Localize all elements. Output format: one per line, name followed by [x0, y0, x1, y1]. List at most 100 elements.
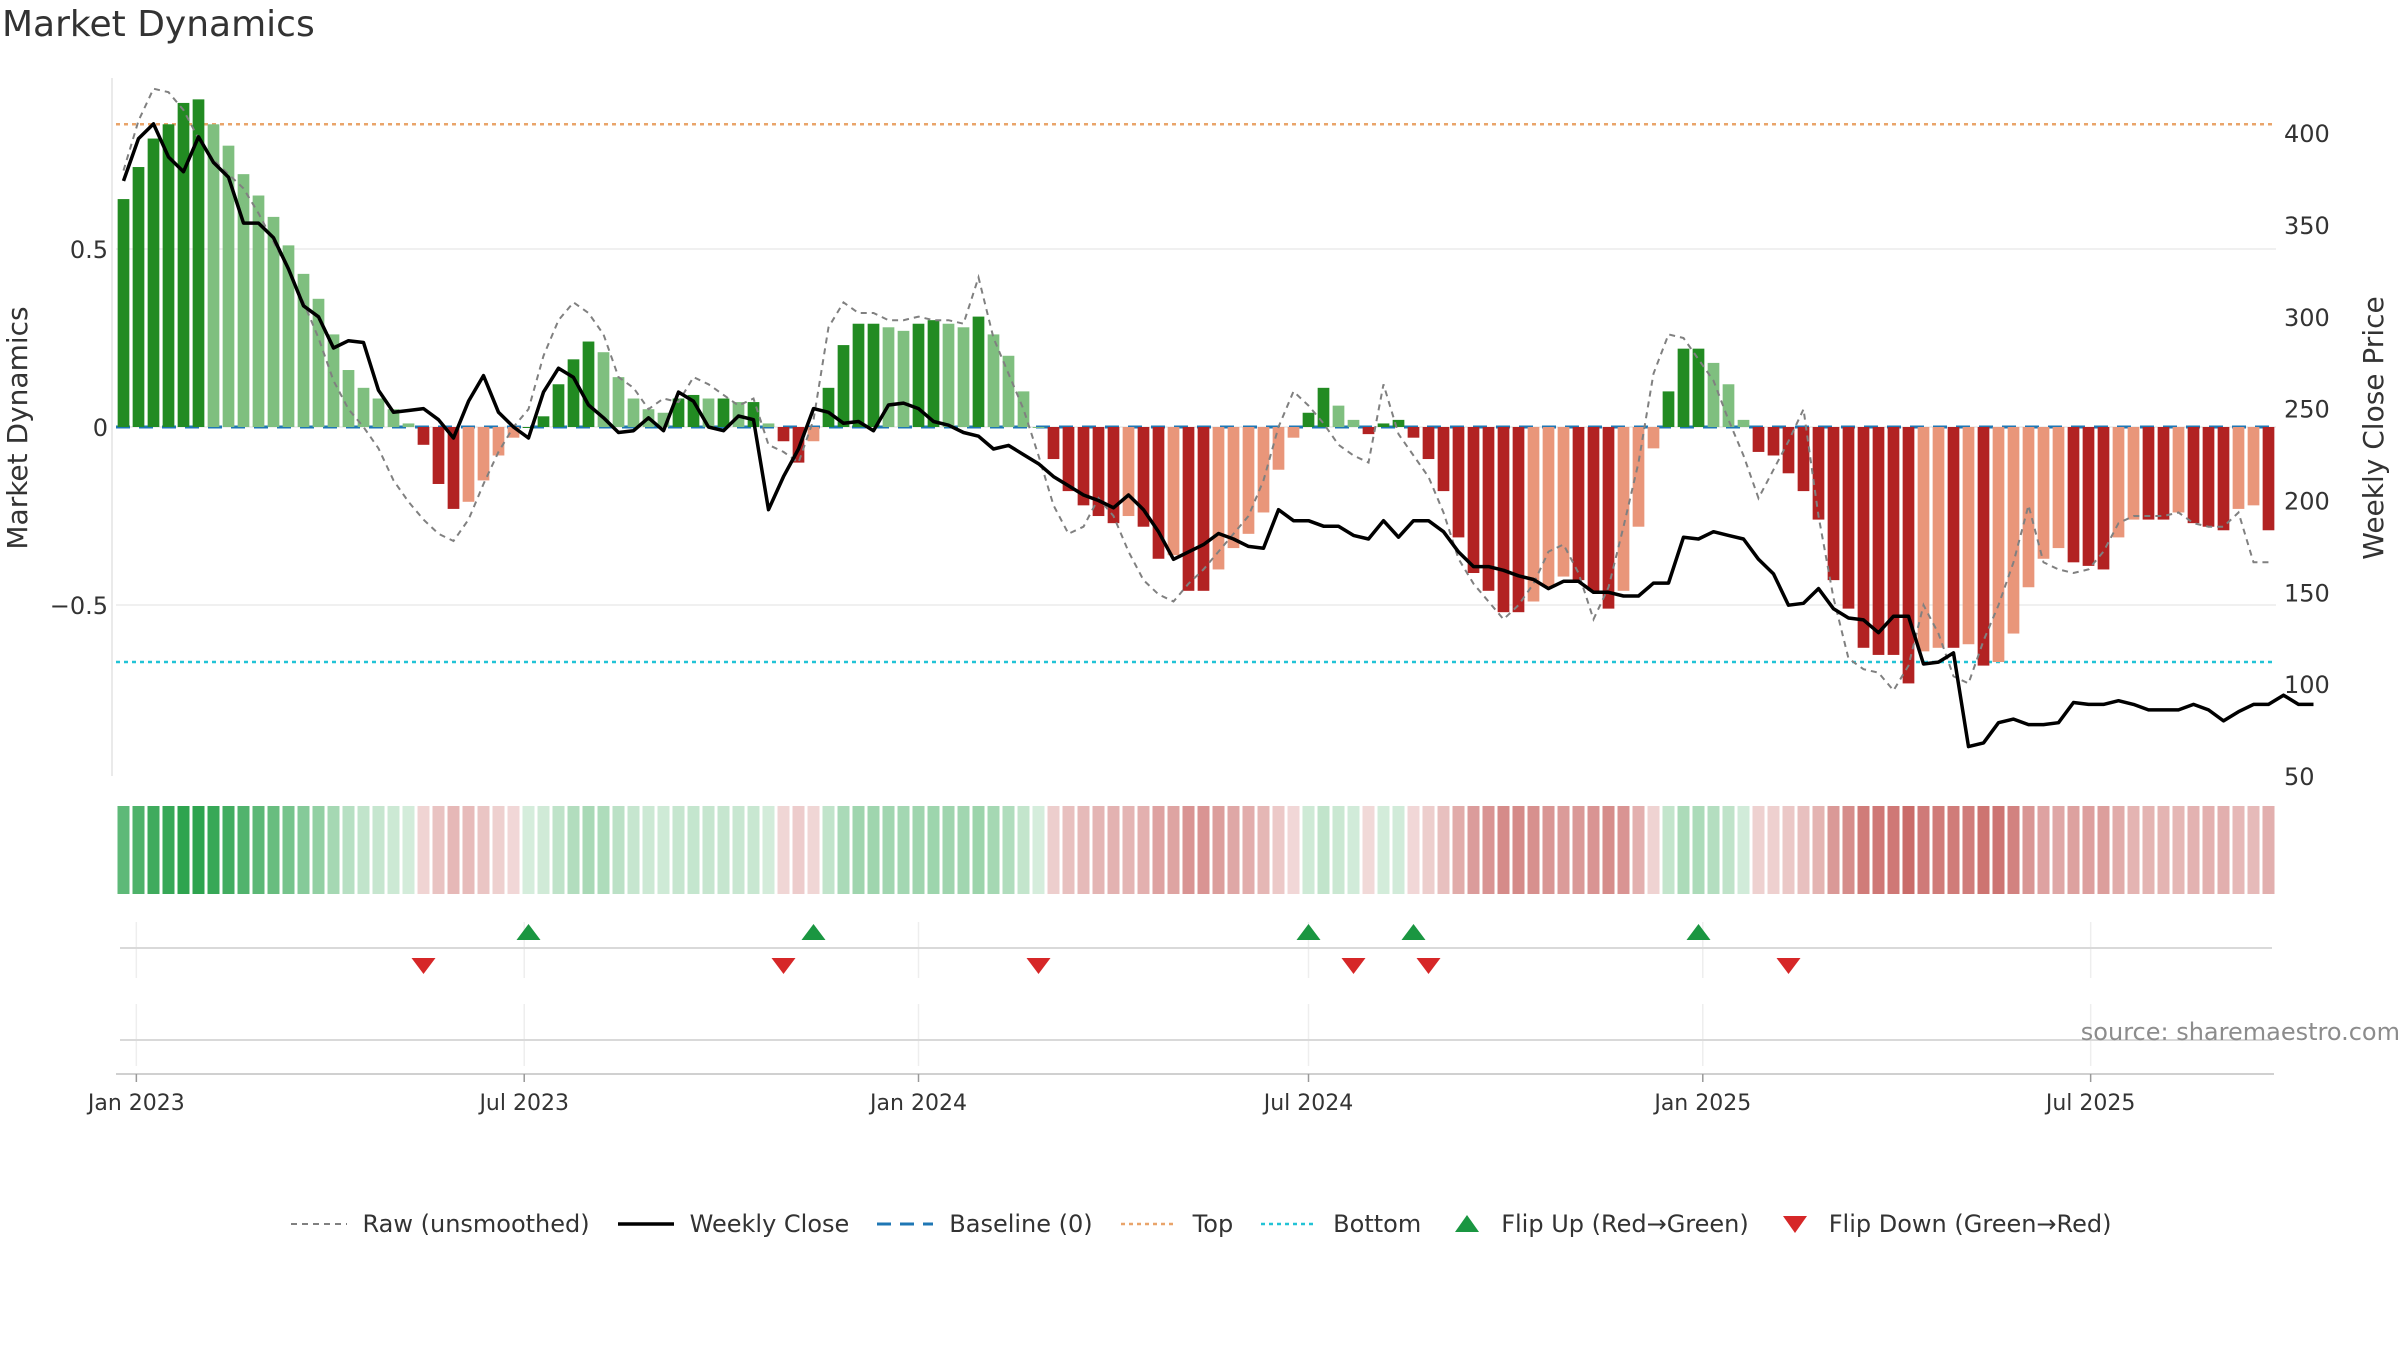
- legend-top: Top: [1119, 1210, 1234, 1238]
- heat-cell: [627, 806, 640, 894]
- heat-cell: [1872, 806, 1885, 894]
- dynamics-bar: [1647, 427, 1660, 449]
- dynamics-bar: [1587, 427, 1600, 591]
- dynamics-bar: [2247, 427, 2260, 506]
- heat-cell: [522, 806, 535, 894]
- heat-cell: [567, 806, 580, 894]
- y2-tick-label: 150: [2284, 579, 2330, 607]
- dynamics-bar: [507, 427, 520, 438]
- flip-up-marker: [1296, 924, 1321, 940]
- heat-cell: [2067, 806, 2080, 894]
- dynamics-bar: [492, 427, 505, 456]
- dynamics-bar: [1917, 427, 1930, 652]
- raw-series: [122, 87, 2269, 693]
- heat-cell: [327, 806, 340, 894]
- heat-cell: [1362, 806, 1375, 894]
- heat-cell: [177, 806, 190, 894]
- heat-cell: [1272, 806, 1285, 894]
- dynamics-bar: [1377, 423, 1390, 427]
- heat-cell: [1767, 806, 1780, 894]
- dynamics-bar: [267, 216, 280, 427]
- y-tick-label: 0.5: [70, 236, 108, 264]
- heat-cell: [1902, 806, 1915, 894]
- dynamics-bar: [552, 384, 565, 427]
- heat-cell: [837, 806, 850, 894]
- dynamics-bar: [1497, 427, 1510, 613]
- dynamics-bar: [2262, 427, 2275, 531]
- dynamics-bar: [1902, 427, 1915, 684]
- dynamics-bar: [1812, 427, 1825, 520]
- heat-cell: [1182, 806, 1195, 894]
- dynamics-bar: [747, 402, 760, 427]
- dynamics-bar: [1512, 427, 1525, 613]
- heat-cell: [192, 806, 205, 894]
- flip-down-marker: [411, 958, 436, 974]
- dynamics-bar: [2142, 427, 2155, 520]
- legend-top-label: Top: [1192, 1210, 1234, 1238]
- heat-cell: [252, 806, 265, 894]
- chart-title: Market Dynamics: [2, 4, 315, 45]
- dynamics-bar: [807, 427, 820, 442]
- heat-cell: [1842, 806, 1855, 894]
- heat-cell: [1437, 806, 1450, 894]
- heat-cell: [2127, 806, 2140, 894]
- heat-cell: [1647, 806, 1660, 894]
- dynamics-bar: [1857, 427, 1870, 648]
- dynamics-bar: [1887, 427, 1900, 655]
- heat-cell: [582, 806, 595, 894]
- heat-cell: [2187, 806, 2200, 894]
- dynamics-bar: [282, 245, 295, 427]
- dynamics-bar: [1827, 427, 1840, 581]
- legend-flip-up-label: Flip Up (Red→Green): [1501, 1210, 1749, 1238]
- dynamics-bar: [252, 195, 265, 427]
- dynamics-bar: [1047, 427, 1060, 460]
- heat-cell: [852, 806, 865, 894]
- dynamics-bar: [1557, 427, 1570, 577]
- heat-cell: [1977, 806, 1990, 894]
- legend-raw-swatch: [290, 1223, 347, 1225]
- heat-cell: [702, 806, 715, 894]
- heat-cell: [2217, 806, 2230, 894]
- heat-cell: [417, 806, 430, 894]
- source-note: source: sharemaestro.com: [2080, 1018, 2400, 1046]
- dynamics-bar: [972, 316, 985, 427]
- flip-down-marker: [1776, 958, 1801, 974]
- dynamics-bar: [2187, 427, 2200, 524]
- dynamics-bar: [1992, 427, 2005, 663]
- heat-cell: [2082, 806, 2095, 894]
- heat-cell: [1467, 806, 1480, 894]
- dynamics-bar: [1707, 362, 1720, 427]
- heat-cell: [1587, 806, 1600, 894]
- dynamics-bar: [1137, 427, 1150, 527]
- dynamics-bar: [1782, 427, 1795, 474]
- heat-cell: [1557, 806, 1570, 894]
- heat-cell: [1452, 806, 1465, 894]
- dynamics-bar: [1677, 348, 1690, 427]
- dynamics-bar: [597, 352, 610, 427]
- dynamics-bar: [957, 327, 970, 427]
- x-tick-label: Jul 2025: [2044, 1091, 2136, 1116]
- heat-cell: [1662, 806, 1675, 894]
- heat-cell: [642, 806, 655, 894]
- legend-close-swatch: [617, 1222, 674, 1226]
- dynamics-bar: [1212, 427, 1225, 570]
- heat-cell: [1077, 806, 1090, 894]
- dynamics-bar: [882, 327, 895, 427]
- dynamics-bar: [2217, 427, 2230, 531]
- dynamics-bar: [237, 174, 250, 427]
- heat-cell: [357, 806, 370, 894]
- dynamics-bar: [987, 334, 1000, 427]
- heat-cell: [897, 806, 910, 894]
- dynamics-bar: [1437, 427, 1450, 492]
- dynamics-bar: [2127, 427, 2140, 520]
- dynamics-bar: [1077, 427, 1090, 506]
- heat-cell: [432, 806, 445, 894]
- dynamics-bar: [2172, 427, 2185, 513]
- heat-cell: [1497, 806, 1510, 894]
- y2-tick-label: 200: [2284, 487, 2330, 515]
- heat-cell: [402, 806, 415, 894]
- legend-flip-down-label: Flip Down (Green→Red): [1828, 1210, 2112, 1238]
- heat-cell: [1827, 806, 1840, 894]
- heat-cell: [222, 806, 235, 894]
- dynamics-bar: [1632, 427, 1645, 527]
